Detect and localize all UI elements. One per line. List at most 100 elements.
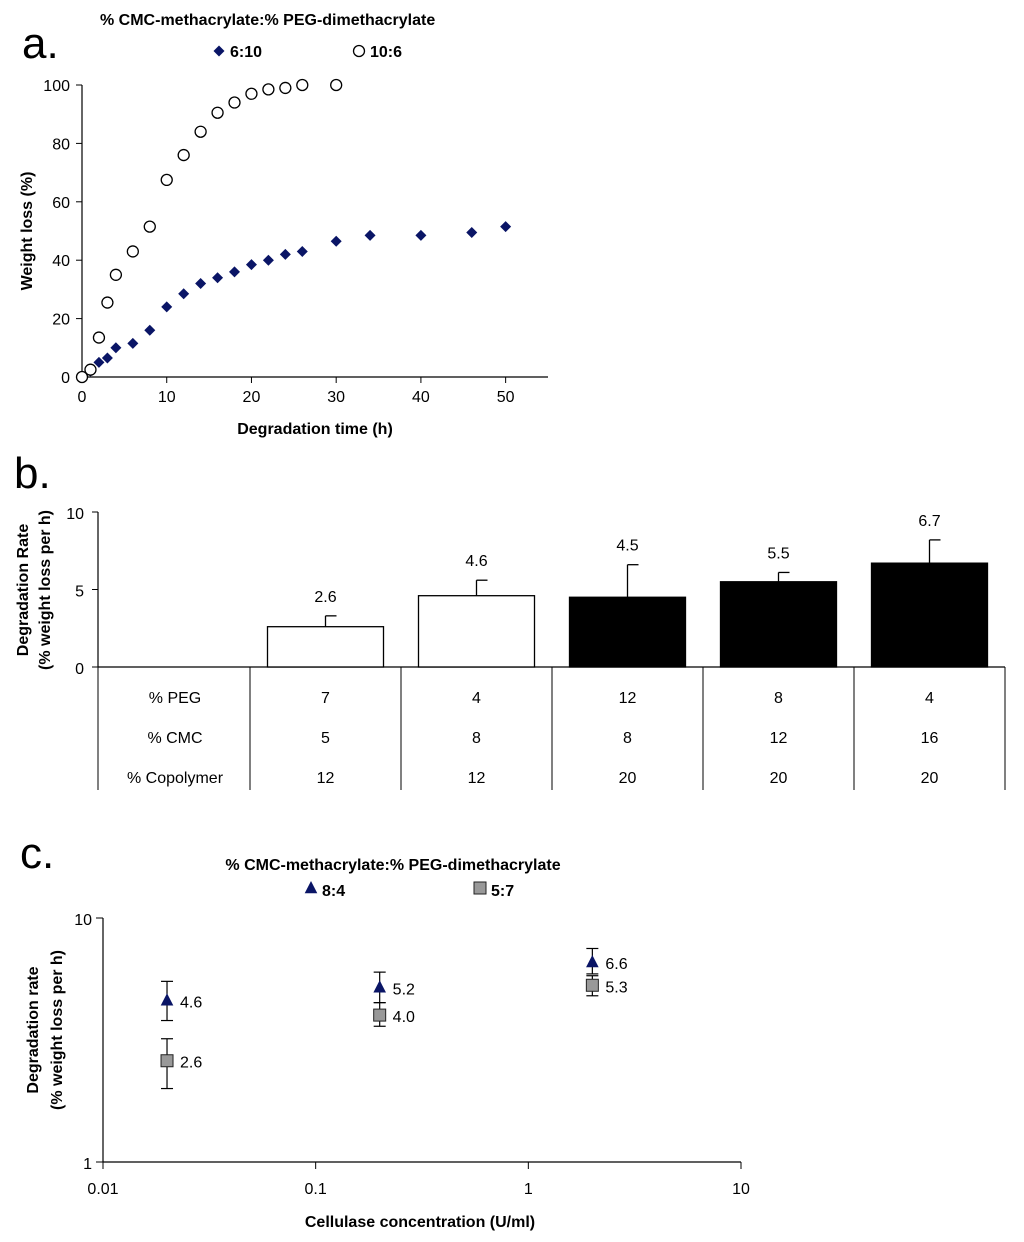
panel-a-point-6-10	[195, 278, 207, 290]
panel-a-x-tick-label: 10	[158, 389, 176, 406]
panel-b-value-label: 6.7	[918, 513, 940, 530]
panel-b-table-cell: 12	[770, 730, 788, 747]
panel-a: a. % CMC-methacrylate:% PEG-dimethacryla…	[19, 12, 548, 438]
panel-a-point-10-6	[330, 78, 343, 92]
panel-b-table-cell: 20	[619, 770, 637, 787]
panel-a-point-10-6	[143, 220, 156, 233]
panel-c-point-8-4	[160, 993, 174, 1006]
panel-a-point-6-10	[144, 324, 156, 336]
panel-a-point-10-6	[177, 148, 190, 162]
panel-a-point-6-10	[212, 272, 224, 284]
panel-c-x-tick-label: 1	[524, 1181, 533, 1198]
panel-c-legend-marker	[304, 881, 318, 894]
panel-a-point-10-6	[211, 106, 224, 119]
panel-b-value-label: 4.5	[616, 538, 638, 555]
panel-b-table-cell: 12	[468, 770, 486, 787]
panel-a-x-tick-label: 20	[243, 389, 261, 406]
panel-a-point-6-10	[101, 352, 113, 364]
panel-a-legend-title: % CMC-methacrylate:% PEG-dimethacrylate	[100, 12, 435, 29]
panel-c-y-tick-label: 1	[83, 1156, 92, 1173]
panel-c-data-label: 4.6	[180, 994, 202, 1011]
panel-b-table-cell: 8	[472, 730, 481, 747]
panel-b-table-row-label: % Copolymer	[127, 770, 224, 787]
panel-c-x-tick-label: 10	[732, 1181, 750, 1198]
panel-a-point-6-10	[330, 235, 342, 247]
panel-c-x-tick-label: 0.01	[87, 1181, 118, 1198]
panel-c-legend: 8:4 5:7	[304, 881, 514, 900]
panel-a-point-6-10	[296, 245, 308, 257]
panel-a-point-6-10	[415, 229, 427, 241]
panel-a-point-10-6	[101, 296, 114, 309]
panel-b-table-cell: 20	[770, 770, 788, 787]
panel-c-point-8-4	[373, 980, 386, 993]
panel-c-y-tick-label: 10	[74, 912, 92, 929]
panel-a-point-10-6	[296, 78, 309, 92]
panel-b-table-cell: 12	[317, 770, 335, 787]
panel-a-point-10-6	[279, 81, 292, 95]
panel-a-point-6-10	[161, 301, 173, 313]
panel-b-value-label: 5.5	[767, 545, 789, 562]
panel-a-legend-label: 10:6	[370, 44, 402, 61]
panel-b-table-cell: 20	[921, 770, 939, 787]
panel-a-legend-label: 6:10	[230, 44, 262, 61]
panel-a-point-6-10	[127, 337, 139, 349]
panel-a-point-10-6	[228, 96, 241, 109]
panel-a-point-6-10	[178, 288, 190, 300]
panel-c-y-label-line1: Degradation rate	[25, 966, 42, 1093]
panel-a-y-label: Weight loss (%)	[19, 172, 36, 291]
panel-c-legend-title: % CMC-methacrylate:% PEG-dimethacrylate	[225, 857, 560, 874]
panel-a-point-6-10	[262, 254, 274, 266]
panel-c-point-5-7	[160, 1054, 174, 1068]
panel-b-y-tick-label: 0	[75, 661, 84, 678]
panel-c-point-5-7	[373, 1008, 387, 1022]
panel-a-point-6-10	[229, 266, 241, 278]
panel-label-b: b.	[14, 449, 51, 498]
panel-c-x-tick-label: 0.1	[305, 1181, 327, 1198]
panel-a-legend: 6:10 10:6	[213, 44, 402, 61]
panel-c: c. % CMC-methacrylate:% PEG-dimethacryla…	[20, 829, 750, 1231]
panel-a-point-10-6	[262, 83, 275, 96]
panel-a-point-10-6	[194, 125, 207, 138]
panel-b-value-label: 2.6	[314, 589, 336, 606]
panel-a-point-6-10	[466, 226, 478, 238]
panel-b-table-cell: 16	[921, 730, 939, 747]
panel-a-x-tick-label: 0	[78, 389, 87, 406]
panel-a-x-tick-label: 40	[412, 389, 430, 406]
panel-a-point-10-6	[92, 331, 106, 344]
panel-a-y-tick-label: 20	[52, 312, 70, 329]
panel-a-point-6-10	[500, 221, 512, 233]
panel-a-point-10-6	[160, 173, 173, 187]
panel-a-point-6-10	[110, 342, 122, 354]
panel-a-x-tick-label: 30	[327, 389, 345, 406]
panel-b-table-row-label: % CMC	[147, 730, 202, 747]
panel-a-y-tick-label: 40	[52, 253, 70, 270]
panel-b: b. Degradation Rate (% weight loss per h…	[14, 449, 1006, 790]
panel-c-data-label: 5.3	[605, 979, 627, 996]
panel-c-point-8-4	[586, 955, 599, 968]
panel-c-legend-label: 8:4	[322, 883, 345, 900]
panel-a-point-10-6	[75, 370, 89, 384]
panel-a-y-tick-label: 0	[61, 370, 70, 387]
panel-c-point-5-7	[585, 978, 599, 992]
panel-a-legend-marker	[352, 44, 366, 58]
panel-b-table-cell: 4	[472, 690, 481, 707]
panel-c-y-label-line2: (% weight loss per h)	[49, 950, 66, 1110]
panel-b-y-tick-label: 10	[66, 506, 84, 523]
panel-a-point-6-10	[279, 248, 291, 260]
panel-label-c: c.	[20, 829, 54, 878]
panel-a-point-10-6	[109, 268, 123, 281]
panel-b-value-label: 4.6	[465, 553, 487, 570]
panel-b-table-cell: 8	[774, 690, 783, 707]
panel-c-legend-marker	[473, 881, 487, 895]
panel-b-y-label-line1: Degradation Rate	[15, 524, 32, 657]
panel-a-point-6-10	[364, 229, 376, 241]
panel-c-data-label: 2.6	[180, 1055, 202, 1072]
panel-c-data-label: 5.2	[393, 981, 415, 998]
panel-b-table-cell: 4	[925, 690, 934, 707]
panel-a-x-tick-label: 50	[497, 389, 515, 406]
panel-a-y-tick-label: 100	[43, 78, 70, 95]
panel-b-bar	[568, 596, 687, 668]
panel-b-y-label-line2: (% weight loss per h)	[37, 510, 54, 670]
panel-c-data-label: 6.6	[605, 956, 627, 973]
panel-b-bar	[870, 562, 989, 668]
